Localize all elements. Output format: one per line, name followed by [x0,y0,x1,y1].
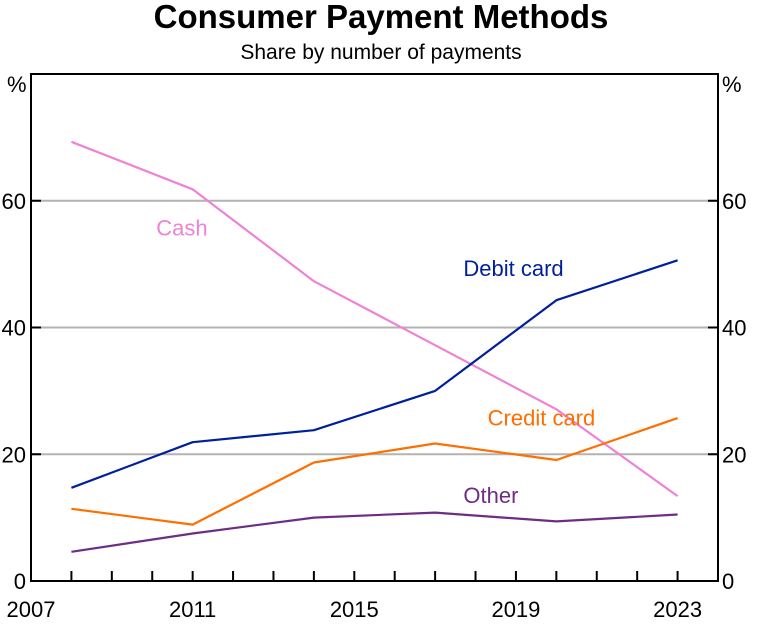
series-line-cash [70,140,679,497]
unit-label-right: % [722,72,742,97]
unit-label-left: % [7,72,27,97]
y-tick-label-left: 0 [14,569,26,594]
gridlines [31,199,718,456]
axis-labels: 0 0 20 20 40 40 60 60 2007 2011 2015 2019 2023 Cash De… [2,189,747,622]
chart-title: Consumer Payment Methods [154,0,609,35]
chart-subtitle: Share by number of payments [240,41,521,64]
x-tick-label: 2019 [491,597,540,622]
y-tick-label-left: 40 [2,316,26,341]
series-line-debit-card [71,259,678,489]
series-line-credit-card [71,417,678,526]
series-line-other [71,511,678,553]
y-tick-label-left: 20 [2,442,26,467]
x-tick-label: 2007 [7,597,56,622]
series-label-debit-card: Debit card [463,256,563,281]
y-tick-label-right: 20 [722,442,746,467]
series-lines [70,140,679,553]
y-tick-label-right: 40 [722,316,746,341]
y-tick-label-right: 60 [722,189,746,214]
x-tick-label: 2023 [653,597,702,622]
y-tick-label-left: 60 [2,189,26,214]
x-tick-label: 2015 [330,597,379,622]
x-tick-label: 2011 [169,597,216,622]
axis-ticks [30,199,719,581]
series-label-other: Other [463,483,518,508]
y-tick-label-right: 0 [722,569,734,594]
series-label-cash: Cash [156,216,207,241]
series-label-credit-card: Credit card [488,406,596,431]
